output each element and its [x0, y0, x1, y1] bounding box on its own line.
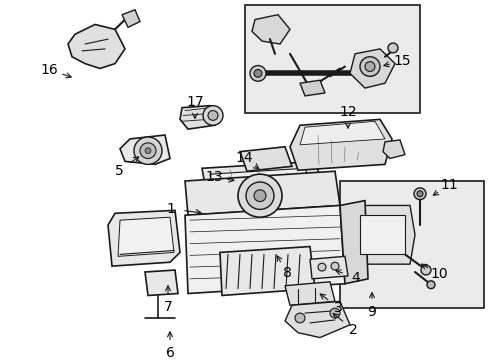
Text: 8: 8: [283, 266, 291, 280]
Circle shape: [329, 308, 339, 318]
Text: 2: 2: [348, 323, 357, 337]
Circle shape: [416, 191, 422, 197]
Bar: [359, 215, 404, 255]
Text: 6: 6: [165, 346, 174, 360]
Polygon shape: [285, 282, 334, 305]
Text: 13: 13: [205, 170, 223, 184]
Polygon shape: [184, 206, 345, 293]
Bar: [244, 5, 419, 113]
Polygon shape: [68, 24, 125, 68]
Circle shape: [238, 174, 282, 217]
Text: 16: 16: [41, 63, 59, 77]
Text: 1: 1: [166, 202, 175, 216]
Text: 4: 4: [350, 271, 359, 285]
Circle shape: [420, 265, 430, 275]
Bar: [339, 181, 483, 308]
Text: 17: 17: [186, 95, 203, 109]
Polygon shape: [309, 256, 347, 279]
Circle shape: [203, 106, 223, 125]
Polygon shape: [349, 49, 394, 88]
Text: 10: 10: [430, 267, 447, 282]
Circle shape: [134, 137, 162, 165]
Text: 12: 12: [339, 104, 356, 118]
Text: 5: 5: [115, 164, 123, 177]
Polygon shape: [118, 217, 174, 256]
Circle shape: [387, 43, 397, 53]
Polygon shape: [122, 10, 140, 27]
Text: 15: 15: [393, 54, 410, 68]
Circle shape: [145, 148, 151, 154]
Polygon shape: [184, 171, 339, 215]
Circle shape: [294, 313, 305, 323]
Polygon shape: [145, 270, 178, 296]
Circle shape: [364, 62, 374, 71]
Polygon shape: [251, 15, 289, 44]
Polygon shape: [240, 147, 291, 171]
Polygon shape: [349, 206, 414, 264]
Circle shape: [426, 281, 434, 289]
Text: 14: 14: [235, 151, 253, 165]
Polygon shape: [339, 201, 367, 284]
Polygon shape: [120, 135, 170, 165]
Polygon shape: [202, 161, 329, 213]
Circle shape: [413, 188, 425, 199]
Polygon shape: [108, 210, 180, 266]
Text: 9: 9: [367, 305, 376, 319]
Polygon shape: [220, 247, 314, 296]
Polygon shape: [299, 80, 325, 96]
Circle shape: [317, 263, 325, 271]
Circle shape: [249, 66, 265, 81]
Circle shape: [330, 262, 338, 270]
Circle shape: [253, 69, 262, 77]
Circle shape: [140, 143, 156, 158]
Text: 7: 7: [163, 300, 172, 314]
Circle shape: [207, 111, 218, 120]
Polygon shape: [209, 168, 317, 207]
Polygon shape: [299, 121, 384, 145]
Polygon shape: [382, 140, 404, 158]
Text: 11: 11: [439, 177, 457, 192]
Circle shape: [253, 190, 265, 202]
Text: 3: 3: [334, 301, 343, 315]
Circle shape: [359, 57, 379, 76]
Polygon shape: [180, 106, 215, 129]
Polygon shape: [289, 120, 391, 170]
Polygon shape: [285, 301, 349, 338]
Circle shape: [245, 182, 273, 210]
